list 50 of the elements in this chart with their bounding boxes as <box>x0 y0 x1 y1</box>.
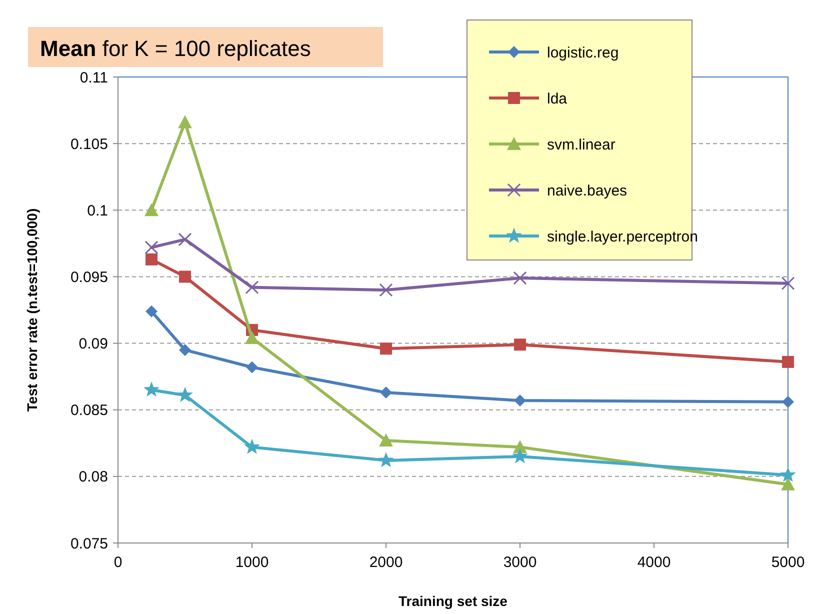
legend-label: naive.bayes <box>547 182 628 200</box>
point <box>244 439 260 454</box>
y-tick-label: 0.075 <box>70 535 108 552</box>
legend-label: logistic.reg <box>547 44 619 62</box>
point <box>179 270 191 283</box>
chart-title: Mean for K = 100 replicates <box>40 36 311 61</box>
point <box>245 330 259 344</box>
point <box>146 305 158 318</box>
point <box>379 283 393 297</box>
y-axis-title: Test error rate (n.test=100,000) <box>24 208 40 412</box>
y-tick-label: 0.1 <box>87 202 108 220</box>
point <box>782 396 794 408</box>
point <box>179 344 191 356</box>
x-tick-label: 3000 <box>503 554 537 571</box>
point <box>781 477 795 490</box>
point <box>178 232 192 246</box>
legend-label: lda <box>547 90 568 108</box>
y-tick-label: 0.085 <box>70 402 108 420</box>
point <box>144 203 158 216</box>
point <box>380 342 392 355</box>
point <box>514 394 526 407</box>
point <box>378 452 394 467</box>
point <box>781 276 795 290</box>
x-tick-label: 0 <box>114 554 122 571</box>
x-tick-label: 4000 <box>637 554 671 571</box>
point <box>144 240 158 254</box>
point <box>246 361 258 374</box>
legend-label: single.layer.perceptron <box>547 228 698 246</box>
y-tick-label: 0.09 <box>78 336 108 353</box>
x-tick-label: 5000 <box>771 554 805 571</box>
x-tick-label: 2000 <box>369 554 403 571</box>
point <box>380 386 392 399</box>
point <box>144 382 159 396</box>
legend-label: svm.linear <box>547 136 616 154</box>
point <box>513 271 527 285</box>
x-tick-label: 1000 <box>235 554 269 571</box>
y-tick-label: 0.11 <box>80 69 108 86</box>
point <box>780 467 796 482</box>
y-tick-label: 0.095 <box>70 268 108 286</box>
point <box>146 253 158 266</box>
point <box>178 115 192 128</box>
point <box>782 356 794 368</box>
x-axis-title: Training set size <box>398 593 508 609</box>
point <box>379 433 393 446</box>
y-tick-label: 0.08 <box>78 468 108 486</box>
point <box>514 338 526 351</box>
point <box>178 387 192 402</box>
point <box>245 280 259 294</box>
point <box>512 448 528 463</box>
y-tick-label: 0.105 <box>70 136 108 153</box>
